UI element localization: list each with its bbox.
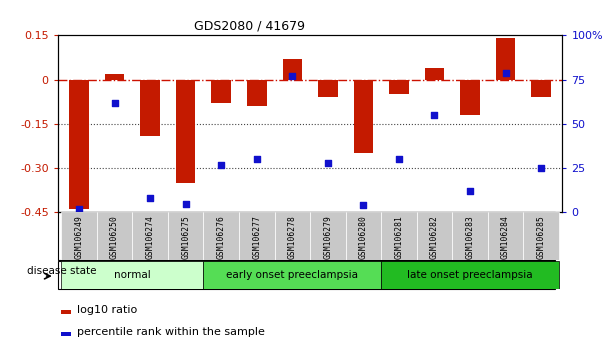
Text: GSM106275: GSM106275 <box>181 215 190 259</box>
Bar <box>61 332 71 336</box>
Point <box>110 100 120 105</box>
Bar <box>61 212 97 260</box>
Text: GSM106277: GSM106277 <box>252 215 261 259</box>
Text: GSM106250: GSM106250 <box>110 215 119 259</box>
Bar <box>381 261 559 289</box>
Bar <box>523 212 559 260</box>
Text: GSM106279: GSM106279 <box>323 215 333 259</box>
Bar <box>247 80 266 106</box>
Bar <box>531 80 551 97</box>
Bar <box>168 212 204 260</box>
Point <box>181 201 190 206</box>
Bar <box>354 80 373 153</box>
Point <box>216 162 226 167</box>
Text: GSM106280: GSM106280 <box>359 215 368 259</box>
Point <box>465 188 475 194</box>
Text: percentile rank within the sample: percentile rank within the sample <box>77 327 265 337</box>
Bar <box>452 212 488 260</box>
Text: GSM106283: GSM106283 <box>466 215 474 259</box>
Bar <box>204 261 381 289</box>
Text: normal: normal <box>114 270 151 280</box>
Bar <box>69 80 89 210</box>
Bar <box>425 68 444 80</box>
Bar <box>275 212 310 260</box>
Point <box>394 156 404 162</box>
Bar <box>318 80 337 97</box>
Title: GDS2080 / 41679: GDS2080 / 41679 <box>194 20 305 33</box>
Text: disease state: disease state <box>27 266 97 275</box>
Text: late onset preeclampsia: late onset preeclampsia <box>407 270 533 280</box>
Bar <box>212 80 231 103</box>
Text: GSM106281: GSM106281 <box>395 215 404 259</box>
Point <box>536 165 546 171</box>
Point <box>500 70 510 75</box>
Bar <box>176 80 195 183</box>
Bar <box>283 59 302 80</box>
Bar <box>239 212 275 260</box>
Text: log10 ratio: log10 ratio <box>77 305 137 315</box>
Bar <box>105 74 125 80</box>
Bar <box>345 212 381 260</box>
Text: GSM106278: GSM106278 <box>288 215 297 259</box>
Point <box>430 112 440 118</box>
Bar <box>61 261 204 289</box>
Bar <box>310 212 345 260</box>
Bar <box>140 80 160 136</box>
Bar <box>416 212 452 260</box>
Bar <box>488 212 523 260</box>
Point <box>359 202 368 208</box>
Text: GSM106276: GSM106276 <box>216 215 226 259</box>
Text: GSM106282: GSM106282 <box>430 215 439 259</box>
Bar <box>460 80 480 115</box>
Point <box>74 206 84 212</box>
Text: GSM106249: GSM106249 <box>75 215 83 259</box>
Text: GSM106274: GSM106274 <box>146 215 154 259</box>
Bar <box>204 212 239 260</box>
Bar <box>61 309 71 314</box>
Text: GSM106284: GSM106284 <box>501 215 510 259</box>
Bar <box>97 212 133 260</box>
Point <box>145 195 155 201</box>
Bar <box>381 212 416 260</box>
Bar <box>496 38 516 80</box>
Bar <box>389 80 409 95</box>
Text: GSM106285: GSM106285 <box>537 215 545 259</box>
Point <box>288 73 297 79</box>
Bar <box>133 212 168 260</box>
Point <box>323 160 333 166</box>
Point <box>252 156 261 162</box>
Text: early onset preeclampsia: early onset preeclampsia <box>226 270 358 280</box>
